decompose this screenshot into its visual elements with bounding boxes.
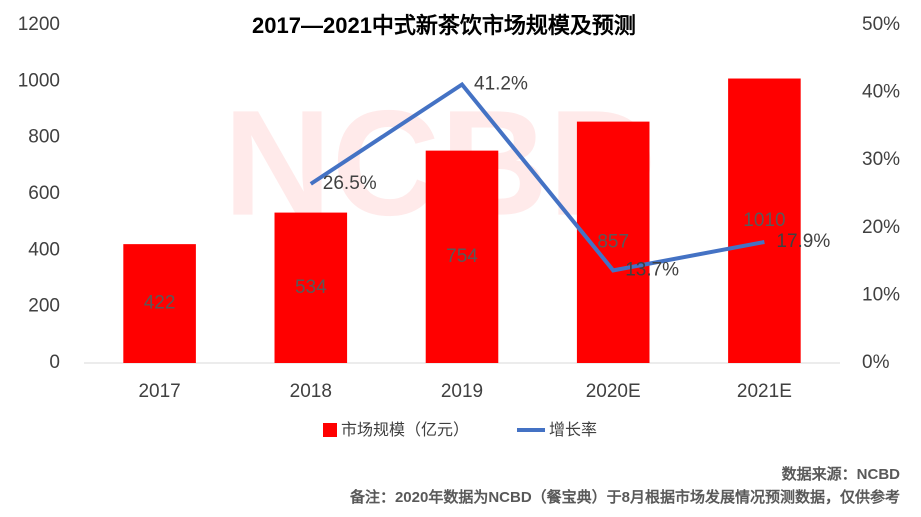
x-tick-label: 2017 [138,381,180,402]
source: 数据来源：NCBD [782,465,900,483]
y2-tick-label: 50% [862,14,900,35]
y-tick-label: 400 [28,239,60,260]
line-label: 26.5% [323,173,377,194]
y2-tick-label: 30% [862,149,900,170]
line-label: 13.7% [625,259,679,280]
line-label: 17.9% [776,231,830,252]
bar-label: 857 [597,231,629,252]
legend-label: 增长率 [549,421,597,439]
bar [274,212,348,363]
y2-tick-label: 0% [862,352,890,373]
bar [425,150,499,363]
bar-label: 422 [144,293,176,314]
y2-tick-label: 10% [862,284,900,305]
x-tick-label: 2020E [586,381,641,402]
note: 备注：2020年数据为NCBD（餐宝典）于8月根据市场发展情况预测数据，仅供参考 [349,488,900,506]
bar-label: 754 [446,246,478,267]
bar [123,244,196,363]
y2-tick-label: 20% [862,217,900,238]
y-tick-label: 200 [28,296,60,317]
y-tick-label: 600 [28,183,60,204]
legend-swatch [323,423,337,437]
y-tick-label: 1200 [18,14,60,35]
y-tick-label: 800 [28,127,60,148]
bar-label: 1010 [743,210,785,231]
y-tick-label: 1000 [18,70,60,91]
bar [728,78,801,364]
x-tick-label: 2019 [441,381,483,402]
bar-label: 534 [295,277,327,298]
line-label: 41.2% [474,74,528,95]
y2-tick-label: 40% [862,82,900,103]
x-tick-label: 2018 [290,381,332,402]
x-tick-label: 2021E [737,381,792,402]
chart-title: 2017—2021中式新茶饮市场规模及预测 [252,13,636,38]
y-tick-label: 0 [49,352,60,373]
legend-label: 市场规模（亿元） [341,421,469,439]
line [309,81,765,273]
